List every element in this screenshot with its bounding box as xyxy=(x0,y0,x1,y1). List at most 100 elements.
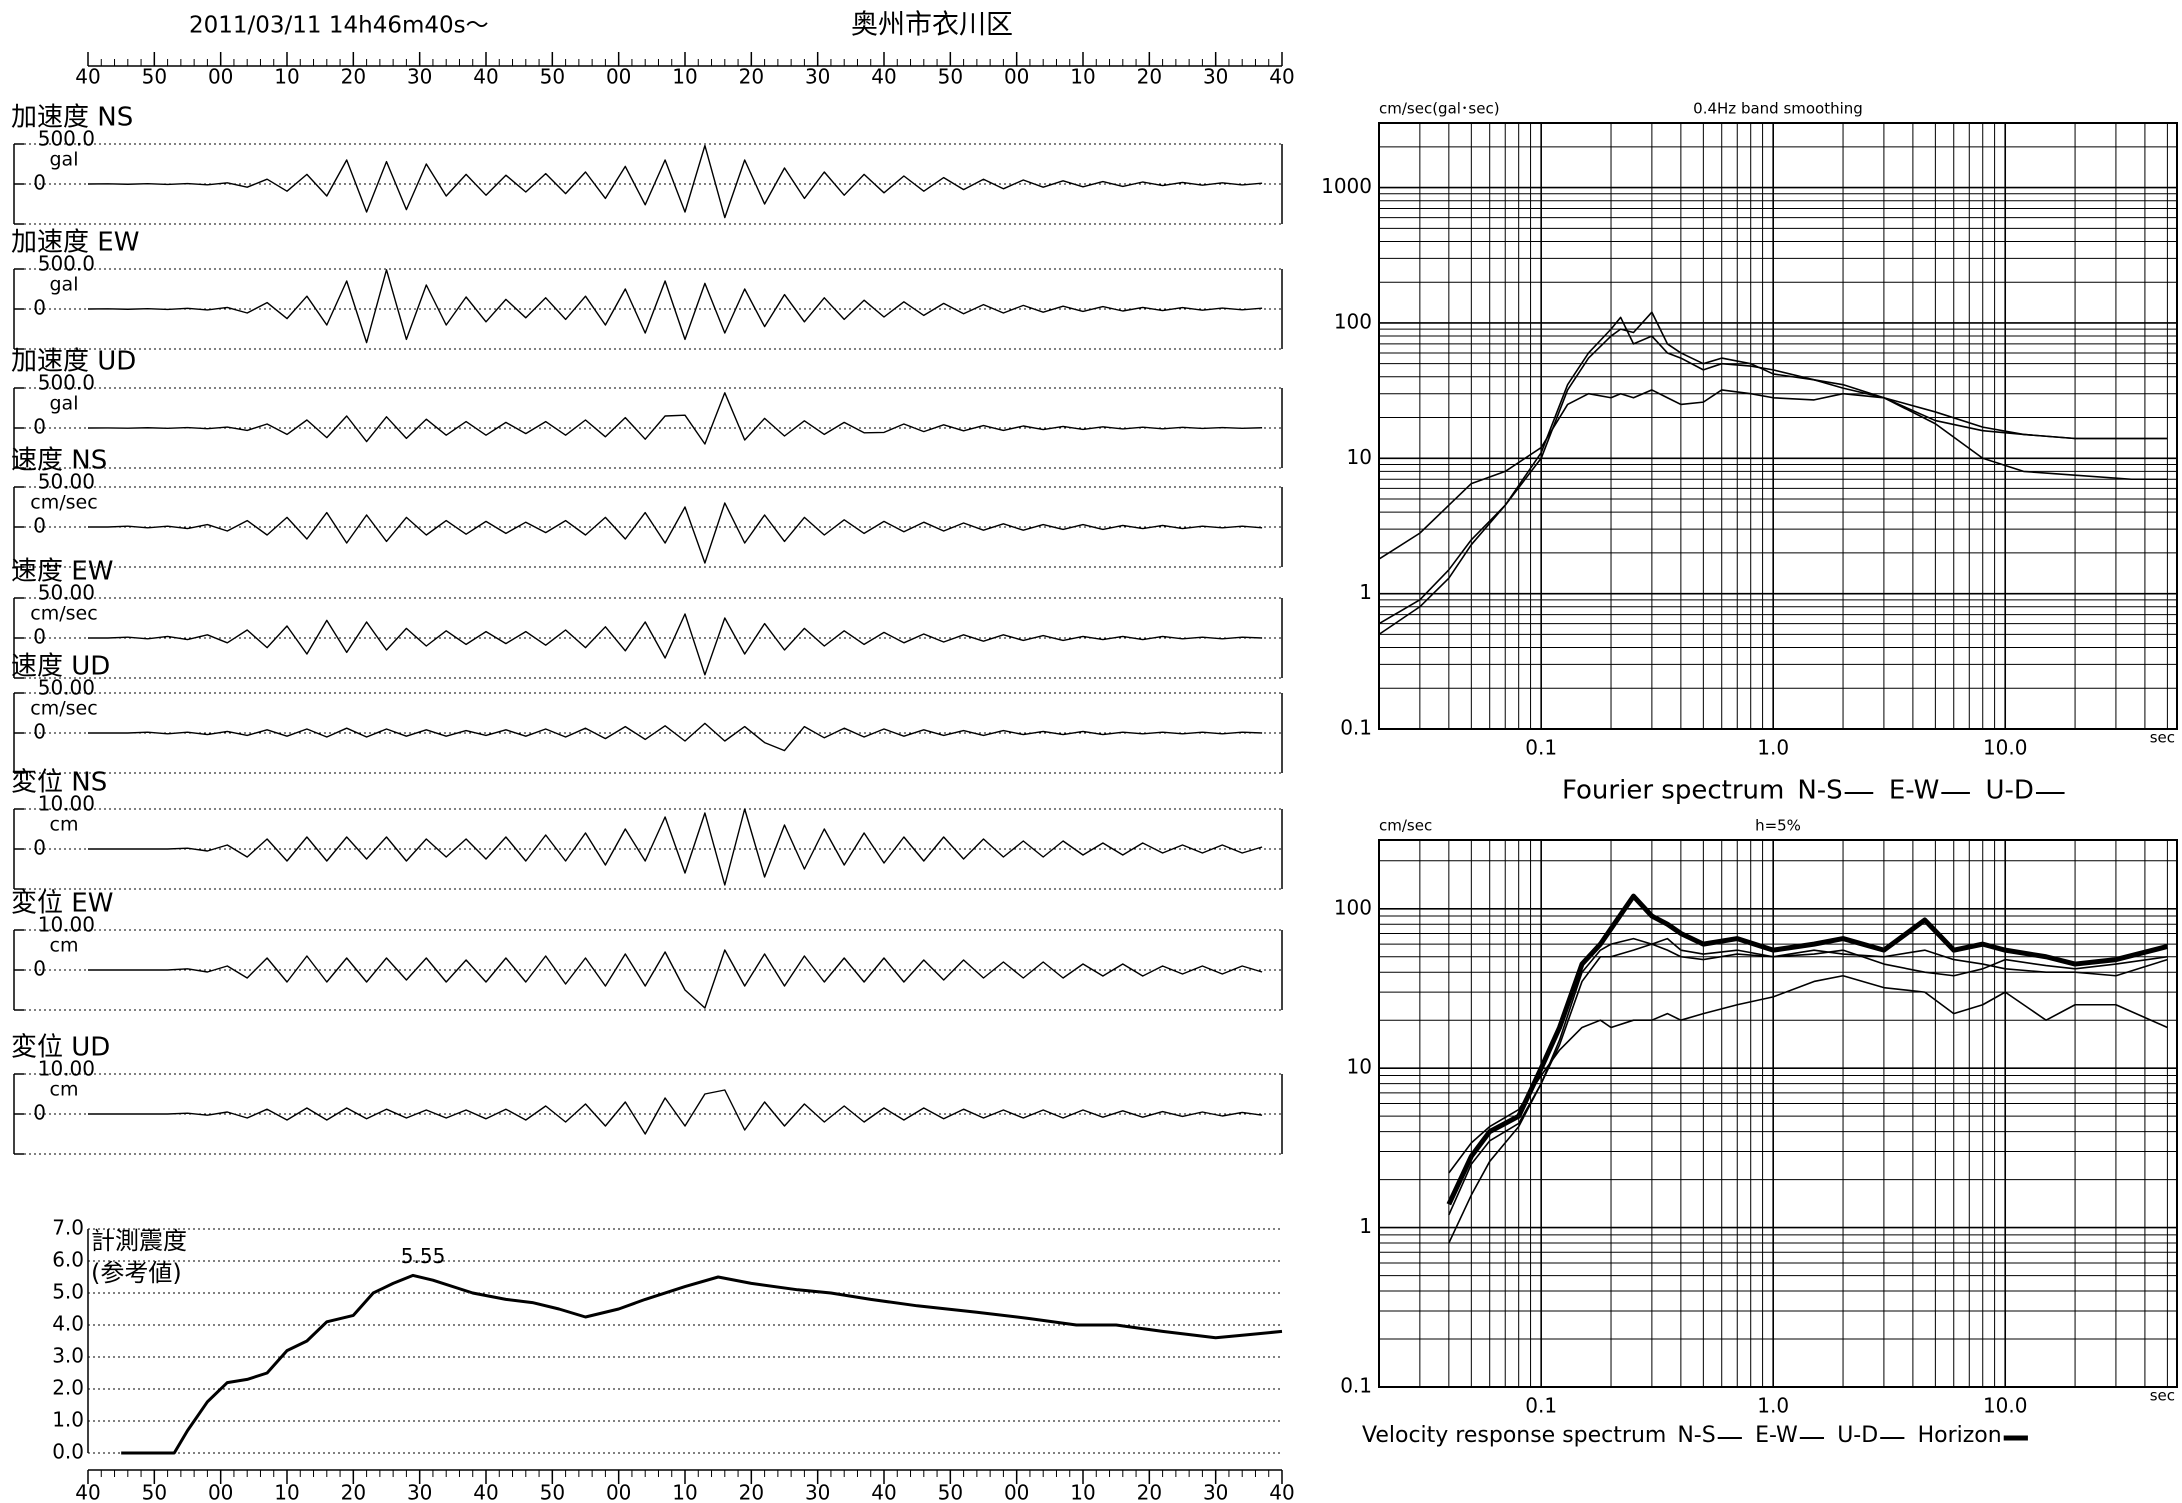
x-tick-label: 30 xyxy=(805,65,830,89)
y-tick-label: 500.0 xyxy=(38,371,95,395)
x-tick-label: 20 xyxy=(1137,65,1162,89)
x-tick-label: 40 xyxy=(75,65,100,89)
y-tick-label: 0 xyxy=(33,836,46,860)
x-tick-label: 10 xyxy=(672,65,697,89)
y-tick-label: 0 xyxy=(33,1101,46,1125)
series-line xyxy=(1448,937,2168,1216)
y-tick-label: 1000 xyxy=(1321,174,1372,198)
y-tick-label: 1.0 xyxy=(52,1408,84,1432)
y-tick-label: 0 xyxy=(33,171,46,195)
y-axis-label: cm/sec xyxy=(1379,817,1432,835)
legend-caption: Fourier spectrum xyxy=(1562,776,1784,806)
y-tick-label: 0.0 xyxy=(52,1440,84,1464)
waveform-trace xyxy=(88,1089,1263,1135)
chart-title: 計測震度 xyxy=(91,1227,187,1255)
legend-label: N-S xyxy=(1797,776,1842,806)
plot-frame xyxy=(1378,839,2178,1388)
trace-label: 変位 UD xyxy=(11,1033,110,1063)
series-line xyxy=(1378,316,2168,625)
intensity-line xyxy=(121,1273,1283,1455)
x-tick-label: 50 xyxy=(540,65,565,89)
x-tick-label: 10.0 xyxy=(1983,736,2028,760)
y-tick-label: 10.00 xyxy=(38,1057,95,1081)
x-tick-label: 30 xyxy=(805,1481,830,1503)
y-tick-label: 6.0 xyxy=(52,1248,84,1272)
x-tick-label: 00 xyxy=(606,65,631,89)
waveform-trace xyxy=(88,722,1263,752)
waveform-trace xyxy=(87,392,1263,445)
waveform-trace xyxy=(88,949,1263,1009)
annotation: 5.55 xyxy=(401,1244,446,1268)
x-tick-label: 20 xyxy=(739,1481,764,1503)
y-tick-label: 0.1 xyxy=(1340,716,1372,740)
x-tick-label: 20 xyxy=(1137,1481,1162,1503)
waveform-trace xyxy=(87,269,1263,344)
x-tick-label: 20 xyxy=(341,65,366,89)
y-axis-label: cm/sec(gal･sec) xyxy=(1379,100,1500,118)
x-axis-label: sec xyxy=(2150,729,2175,747)
trace-unit: gal xyxy=(50,393,79,415)
series-line xyxy=(1448,974,2168,1174)
x-tick-label: 10 xyxy=(274,65,299,89)
trace-unit: gal xyxy=(50,274,79,296)
trace-label: 速度 EW xyxy=(11,557,113,587)
legend-label: N-S xyxy=(1677,1423,1715,1448)
y-tick-label: 100 xyxy=(1334,895,1372,919)
x-tick-label: 00 xyxy=(606,1481,631,1503)
x-tick-label: 50 xyxy=(142,1481,167,1503)
legend-label: E-W xyxy=(1755,1423,1798,1448)
y-tick-label: 1 xyxy=(1359,580,1372,604)
y-tick-label: 0 xyxy=(33,957,46,981)
y-tick-label: 0 xyxy=(33,625,46,649)
y-tick-label: 0 xyxy=(33,296,46,320)
y-tick-label: 4.0 xyxy=(52,1312,84,1336)
trace-unit: cm xyxy=(50,935,79,957)
x-tick-label: 0.1 xyxy=(1525,1394,1557,1418)
chart-subtitle: (参考値) xyxy=(91,1259,182,1287)
waveform-trace xyxy=(88,502,1263,564)
x-tick-label: 40 xyxy=(871,1481,896,1503)
x-axis-label: sec xyxy=(2150,1387,2175,1405)
x-tick-label: 10.0 xyxy=(1983,1394,2028,1418)
x-tick-label: 40 xyxy=(473,1481,498,1503)
trace-unit: cm xyxy=(50,1079,79,1101)
legend-label: U-D xyxy=(1837,1423,1878,1448)
x-tick-label: 50 xyxy=(540,1481,565,1503)
legend-label: E-W xyxy=(1889,776,1939,806)
x-tick-label: 00 xyxy=(208,65,233,89)
trace-unit: cm/sec xyxy=(30,698,97,720)
x-tick-label: 20 xyxy=(739,65,764,89)
header-location: 奥州市衣川区 xyxy=(851,10,1013,41)
y-tick-label: 10 xyxy=(1347,1055,1372,1079)
x-tick-label: 40 xyxy=(75,1481,100,1503)
y-tick-label: 100 xyxy=(1334,309,1372,333)
x-tick-label: 40 xyxy=(1269,1481,1294,1503)
y-tick-label: 2.0 xyxy=(52,1376,84,1400)
chart-title: 0.4Hz band smoothing xyxy=(1693,100,1863,118)
waveform-trace xyxy=(88,808,1263,886)
trace-label: 変位 NS xyxy=(11,768,107,798)
x-tick-label: 10 xyxy=(1070,65,1095,89)
x-tick-label: 30 xyxy=(407,65,432,89)
trace-label: 速度 UD xyxy=(11,652,110,682)
legend-label: U-D xyxy=(1986,776,2034,806)
trace-unit: gal xyxy=(50,149,79,171)
trace-label: 加速度 UD xyxy=(11,347,136,377)
x-tick-label: 40 xyxy=(473,65,498,89)
y-tick-label: 0.1 xyxy=(1340,1374,1372,1398)
x-tick-label: 30 xyxy=(1203,1481,1228,1503)
y-tick-label: 5.0 xyxy=(52,1280,84,1304)
y-tick-label: 0 xyxy=(33,720,46,744)
series-line xyxy=(1378,389,2168,560)
series-line xyxy=(1378,311,2168,636)
x-tick-label: 0.1 xyxy=(1525,736,1557,760)
header-title: 2011/03/11 14h46m40s〜 xyxy=(189,13,489,39)
waveform-trace xyxy=(87,144,1263,219)
x-tick-label: 20 xyxy=(341,1481,366,1503)
trace-label: 加速度 NS xyxy=(11,103,133,133)
trace-unit: cm/sec xyxy=(30,492,97,514)
trace-unit: cm xyxy=(50,814,79,836)
x-tick-label: 10 xyxy=(672,1481,697,1503)
